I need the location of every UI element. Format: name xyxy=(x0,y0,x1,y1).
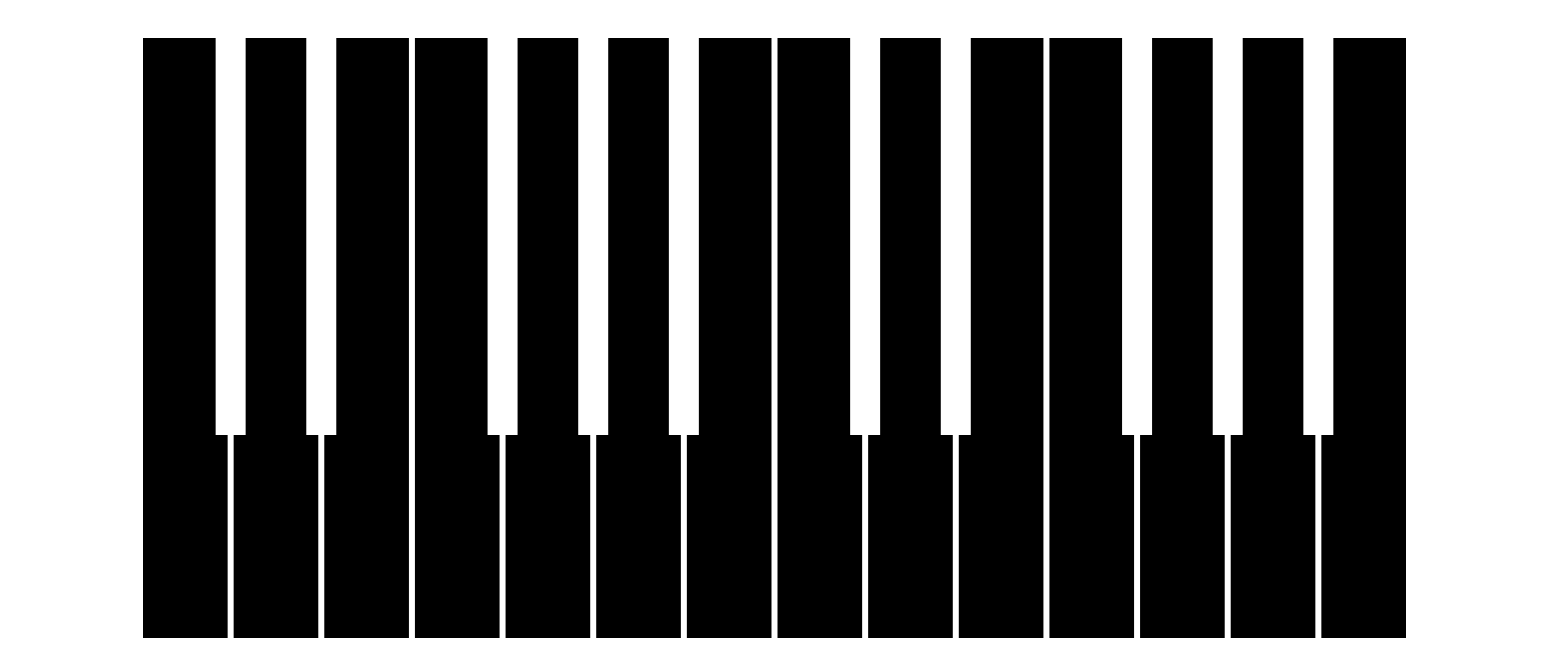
key-7-b xyxy=(686,38,772,638)
key-14-b xyxy=(1321,38,1406,638)
key-5-g xyxy=(505,38,591,638)
key-4-f xyxy=(414,38,500,638)
key-6-a xyxy=(596,38,681,638)
key-1-c xyxy=(143,38,228,638)
key-2-d xyxy=(233,38,319,638)
key-13-a xyxy=(1230,38,1316,638)
key-10-e xyxy=(958,38,1044,638)
key-9-d xyxy=(868,38,953,638)
key-8-c xyxy=(777,38,863,638)
key-12-g xyxy=(1140,38,1225,638)
key-11-f xyxy=(1049,38,1135,638)
key-3-e xyxy=(324,38,409,638)
